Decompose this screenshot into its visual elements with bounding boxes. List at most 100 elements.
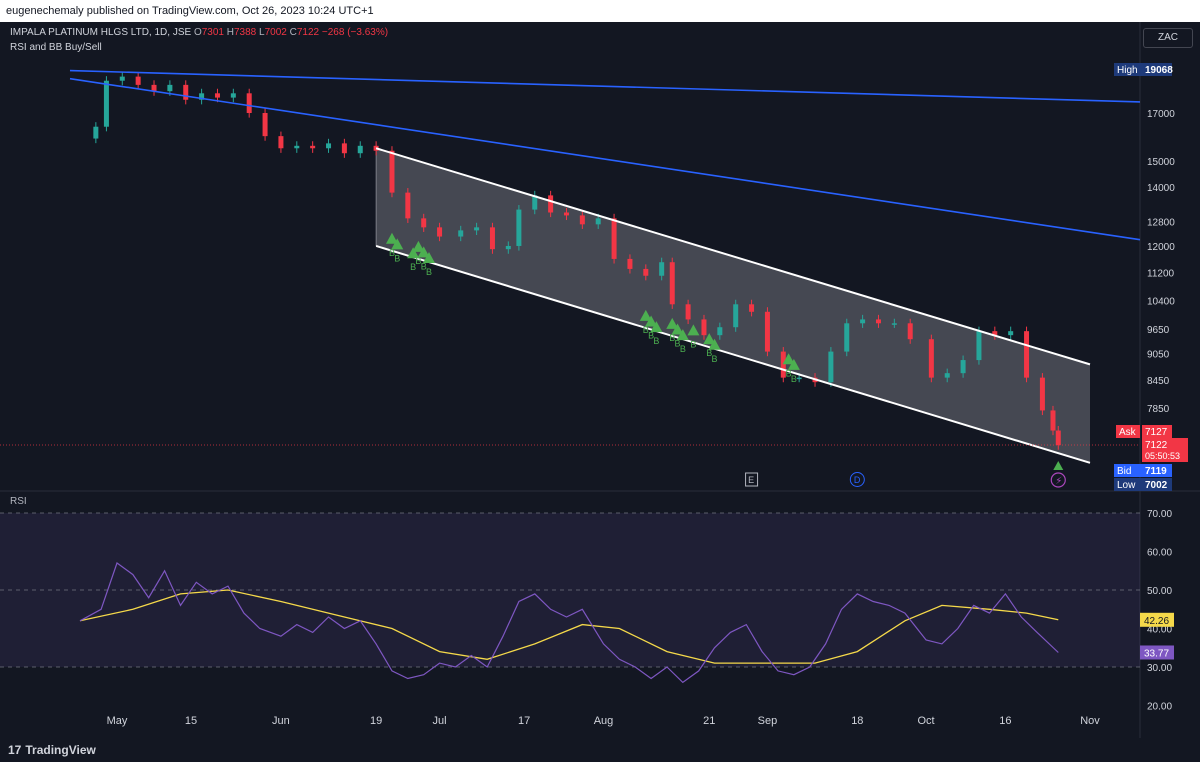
low-label: L (259, 27, 265, 38)
buy-signal-label: B (706, 348, 712, 358)
candle (230, 93, 236, 98)
candle (505, 245, 511, 250)
rsi-tick: 70.00 (1147, 509, 1172, 520)
candle (214, 93, 220, 98)
price-tick: 8450 (1147, 376, 1170, 387)
candle (167, 84, 173, 92)
buy-signal-label: B (410, 262, 416, 272)
buy-signal-label: B (653, 336, 659, 346)
candle (294, 145, 300, 149)
candle (326, 143, 332, 149)
candle (1055, 430, 1061, 446)
tradingview-logo[interactable]: 17 TradingView (8, 738, 96, 762)
buy-signal-icon (671, 323, 684, 335)
buy-signal-icon (650, 321, 663, 333)
x-axis-tick: Nov (1080, 715, 1100, 727)
buy-signal-icon (782, 353, 795, 365)
currency-button[interactable]: ZAC (1143, 28, 1193, 48)
candle (1024, 331, 1030, 378)
price-tick: 15000 (1147, 157, 1175, 168)
price-tick: 11200 (1147, 268, 1175, 279)
price-tick: 12000 (1147, 242, 1175, 253)
buy-signal-icon (412, 240, 425, 252)
price-tag-value: 7002 (1145, 480, 1168, 491)
candle (860, 319, 866, 324)
price-tag-value: 19068 (1145, 65, 1173, 76)
countdown-value: 05:50:53 (1145, 451, 1180, 461)
candle (669, 262, 675, 305)
candle (875, 319, 881, 324)
price-tick: 9650 (1147, 325, 1170, 336)
candle (992, 331, 998, 336)
indicator-legend[interactable]: RSI and BB Buy/Sell (10, 42, 102, 53)
x-axis-tick: 19 (370, 715, 382, 727)
buy-signal-label: B (675, 339, 681, 349)
candle (643, 268, 649, 276)
candle (1008, 331, 1014, 336)
candle (119, 76, 125, 81)
publisher-text: eugenechemaly published on TradingView.c… (6, 5, 374, 17)
candle (960, 360, 966, 374)
open-value: 7301 (201, 27, 224, 38)
candle (199, 93, 205, 100)
earnings-label: E (748, 475, 754, 485)
price-tag-label-bg (1114, 63, 1142, 76)
candle (659, 262, 665, 276)
lightning-icon (1050, 472, 1066, 488)
rsi-line (79, 562, 1059, 684)
candle (595, 218, 601, 225)
candle (389, 150, 395, 193)
rsi-ma-value: 42.26 (1144, 616, 1169, 627)
price-tick: 7850 (1147, 404, 1170, 415)
close-value: 7122 (296, 27, 320, 38)
candle (1039, 377, 1045, 411)
rsi-ma-line (79, 589, 1059, 664)
rsi-value: 33.77 (1144, 648, 1169, 659)
price-tag-label-bg (1116, 425, 1140, 438)
buy-signal-label: B (421, 261, 427, 271)
price-tag-label: High (1117, 65, 1138, 76)
long-term-resistance-trendline (69, 69, 1141, 103)
rsi-tick: 60.00 (1147, 548, 1172, 559)
rsi-tick: 30.00 (1147, 663, 1172, 674)
channel-upper-line (375, 147, 1091, 366)
price-tag-label: Bid (1117, 466, 1131, 477)
price-tag-value-bg (1142, 63, 1172, 76)
buy-signal-label: B (791, 374, 797, 384)
buy-signal-label: B (680, 344, 686, 354)
buy-signal-icon (703, 333, 716, 345)
price-tick: 17000 (1147, 109, 1175, 120)
price-tag-label-bg (1114, 464, 1142, 477)
price-tick: 12800 (1147, 217, 1175, 228)
buy-signal-label: B (426, 267, 432, 277)
candle (717, 327, 723, 336)
candle (437, 227, 443, 237)
price-tag-value-bg (1142, 464, 1172, 477)
buy-signal-label: B (643, 325, 649, 335)
candle (928, 339, 934, 378)
price-tick: 9050 (1147, 350, 1170, 361)
buy-signal-icon (687, 324, 700, 336)
indicator-name[interactable]: RSI and BB Buy/Sell (10, 42, 102, 53)
candle (796, 377, 802, 380)
rsi-ma-value-bg (1140, 612, 1174, 627)
candle (733, 304, 739, 328)
candle (103, 80, 109, 127)
candle (183, 84, 189, 100)
buy-signal-icon (666, 317, 679, 329)
high-label: H (226, 27, 234, 38)
candle (341, 143, 347, 154)
rsi-tick: 40.00 (1147, 625, 1172, 636)
rsi-pane-title: RSI (10, 496, 27, 507)
symbol-name[interactable]: IMPALA PLATINUM HLGS LTD, 1D, JSE (10, 27, 192, 38)
x-axis-tick: Jul (433, 715, 447, 727)
buy-signal-icon (787, 358, 800, 370)
buy-signal-icon (417, 246, 430, 258)
candle (1050, 410, 1056, 431)
last-price-value: 7122 (1145, 440, 1168, 451)
buy-signal-label: B (394, 253, 400, 263)
buy-signal-icon (639, 309, 652, 321)
low-value: 7002 (264, 27, 287, 38)
buy-signal-label: B (669, 333, 675, 343)
